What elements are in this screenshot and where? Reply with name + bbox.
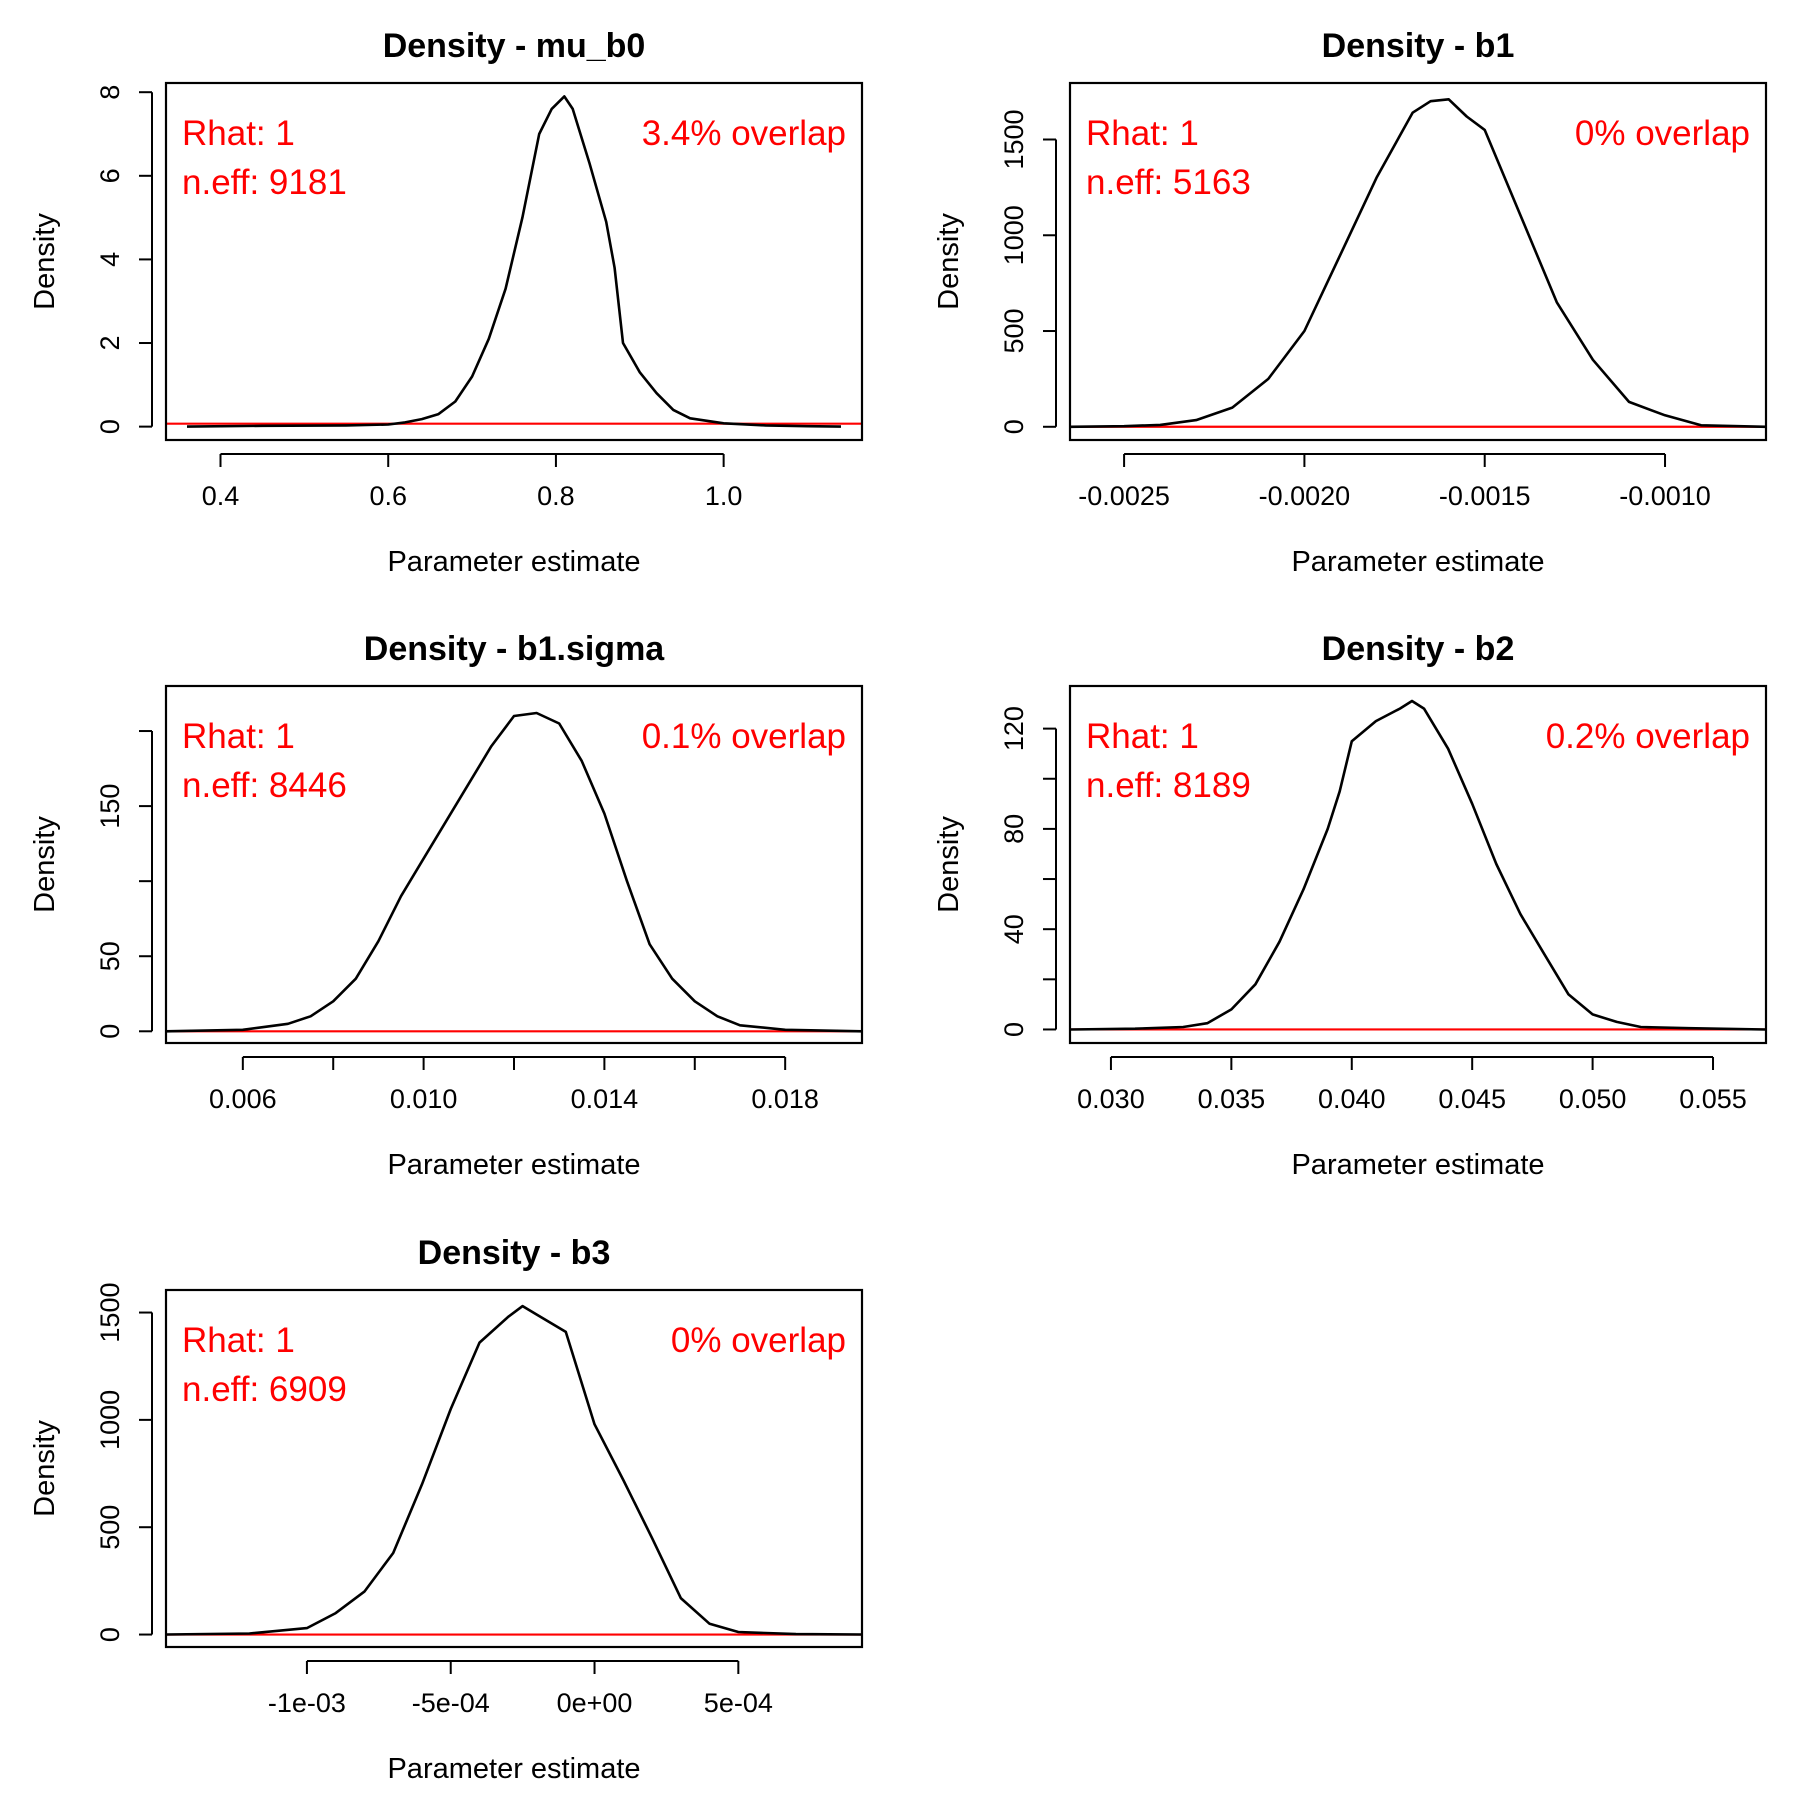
density-curve (165, 711, 863, 1033)
y-tick-label: 0 (999, 1022, 1029, 1037)
panel-title: Density - b1.sigma (364, 630, 666, 668)
y-tick-label: 40 (999, 914, 1029, 944)
x-axis: 0.006 0.010 0.014 0.018 (209, 1056, 819, 1114)
x-tick-label: -5e-04 (412, 1688, 490, 1718)
density-panel-1: Density - mu_b0 0.4 0.6 0.8 1.0 Parameter est… (29, 27, 864, 578)
neff-annotation: n.eff: 8189 (1086, 766, 1251, 805)
density-panel-5: Density - b3 -1e-03 -5e-04 0e+00 5e-04 Parame… (29, 1234, 864, 1785)
x-axis: 0.4 0.6 0.8 1.0 (202, 453, 743, 511)
rhat-annotation: Rhat: 1 (182, 717, 295, 756)
y-tick-label: 0 (95, 419, 125, 434)
y-tick-label: 500 (95, 1505, 125, 1550)
x-axis-label: Parameter estimate (1291, 546, 1544, 578)
y-tick-label: 0 (999, 419, 1029, 434)
panel-title: Density - mu_b0 (383, 27, 646, 65)
plot-frame (1068, 684, 1768, 1045)
y-tick-label: 4 (95, 252, 125, 267)
x-axis: -0.0025 -0.0020 -0.0015 -0.0010 (1078, 453, 1711, 511)
x-tick-label: 0.035 (1198, 1084, 1266, 1114)
y-tick-label: 500 (999, 308, 1029, 353)
neff-annotation: n.eff: 5163 (1086, 163, 1251, 202)
rhat-annotation: Rhat: 1 (1086, 717, 1199, 756)
y-axis-label: Density (933, 213, 965, 310)
y-tick-label: 6 (95, 168, 125, 183)
y-tick-label: 2 (95, 336, 125, 351)
panel-title: Density - b1 (1322, 27, 1515, 65)
density-curve (165, 1304, 863, 1636)
rhat-annotation: Rhat: 1 (182, 114, 295, 153)
y-tick-label: 8 (95, 85, 125, 100)
x-tick-label: 0.6 (369, 481, 407, 511)
x-tick-label: 0.045 (1438, 1084, 1506, 1114)
y-axis-label: Density (29, 816, 61, 913)
y-tick-label: 0 (95, 1024, 125, 1039)
y-tick-label: 1000 (95, 1390, 125, 1450)
y-axis: 0 500 1000 1500 (95, 1283, 153, 1642)
x-axis: 0.030 0.035 0.040 0.045 0.050 0.055 (1077, 1056, 1747, 1114)
overlap-annotation: 0% overlap (671, 1321, 846, 1360)
x-tick-label: 5e-04 (704, 1688, 773, 1718)
density-curve (186, 95, 842, 428)
y-axis: 0 2 4 6 8 (95, 85, 153, 434)
overlap-annotation: 0% overlap (1575, 114, 1750, 153)
x-tick-label: 1.0 (705, 481, 743, 511)
y-tick-label: 120 (999, 706, 1029, 751)
y-axis: 0 40 80 120 (999, 706, 1057, 1037)
x-tick-label: 0e+00 (557, 1688, 633, 1718)
x-tick-label: 0.030 (1077, 1084, 1145, 1114)
panel-title: Density - b3 (418, 1234, 611, 1272)
y-tick-label: 1000 (999, 205, 1029, 265)
x-axis-label: Parameter estimate (387, 1149, 640, 1181)
plot-frame (164, 81, 864, 442)
x-axis-label: Parameter estimate (387, 1753, 640, 1785)
neff-annotation: n.eff: 6909 (182, 1370, 347, 1409)
y-tick-label: 1500 (95, 1283, 125, 1343)
overlap-annotation: 0.1% overlap (642, 717, 846, 756)
y-axis-label: Density (29, 1420, 61, 1517)
x-tick-label: -0.0025 (1078, 481, 1170, 511)
y-axis: 0 500 1000 1500 (999, 109, 1057, 434)
x-tick-label: 0.040 (1318, 1084, 1386, 1114)
density-curve (1069, 98, 1767, 429)
y-tick-label: 50 (95, 941, 125, 971)
plot-frame (164, 1288, 864, 1649)
density-curve (1069, 699, 1767, 1031)
rhat-annotation: Rhat: 1 (182, 1321, 295, 1360)
y-axis-label: Density (29, 213, 61, 310)
x-tick-label: -1e-03 (268, 1688, 346, 1718)
x-tick-label: 0.006 (209, 1084, 277, 1114)
x-tick-label: 0.018 (751, 1084, 819, 1114)
y-tick-label: 150 (95, 784, 125, 829)
x-tick-label: -0.0015 (1439, 481, 1531, 511)
x-axis-label: Parameter estimate (387, 546, 640, 578)
y-tick-label: 80 (999, 814, 1029, 844)
y-tick-label: 1500 (999, 109, 1029, 169)
density-panel-4: Density - b20.030 0.035 0.040 0.045 0.050 0.0… (933, 630, 1768, 1181)
x-tick-label: -0.0020 (1259, 481, 1351, 511)
neff-annotation: n.eff: 8446 (182, 766, 347, 805)
x-tick-label: 0.010 (390, 1084, 458, 1114)
overlap-annotation: 3.4% overlap (642, 114, 846, 153)
x-tick-label: 0.4 (202, 481, 240, 511)
plot-frame (164, 684, 864, 1045)
overlap-annotation: 0.2% overlap (1546, 717, 1750, 756)
x-axis-label: Parameter estimate (1291, 1149, 1544, 1181)
neff-annotation: n.eff: 9181 (182, 163, 347, 202)
y-tick-label: 0 (95, 1627, 125, 1642)
y-axis: 0 50 150 (95, 730, 153, 1039)
x-tick-label: 0.8 (537, 481, 575, 511)
x-axis: -1e-03 -5e-04 0e+00 5e-04 (268, 1660, 773, 1718)
density-panel-3: Density - b1.sigma 0.006 0.010 0.014 0.018 Pa… (29, 630, 864, 1181)
panel-title: Density - b2 (1322, 630, 1515, 668)
plot-frame (1068, 81, 1768, 442)
x-tick-label: -0.0010 (1619, 481, 1711, 511)
y-axis-label: Density (933, 816, 965, 913)
x-tick-label: 0.050 (1559, 1084, 1627, 1114)
x-tick-label: 0.014 (571, 1084, 639, 1114)
rhat-annotation: Rhat: 1 (1086, 114, 1199, 153)
density-panel-2: Density - b1 -0.0025 -0.0020 -0.0015 -0.0010… (933, 27, 1768, 578)
x-tick-label: 0.055 (1679, 1084, 1747, 1114)
